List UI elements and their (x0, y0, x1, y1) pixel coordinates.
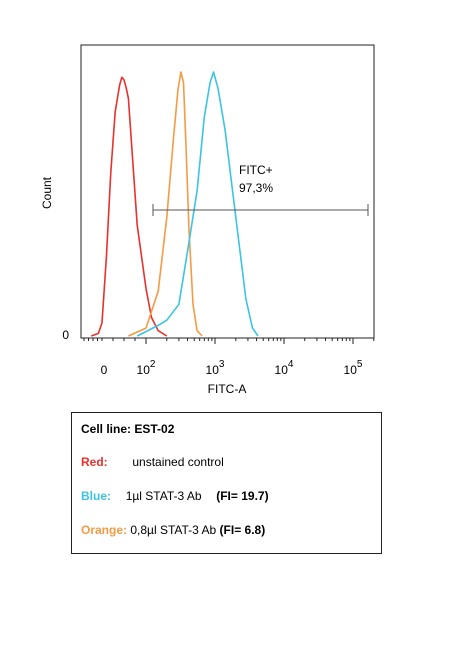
legend-orange-desc: 0,8µl STAT-3 Ab (130, 523, 217, 537)
y-axis-label: Count (40, 176, 54, 209)
y-zero-label: 0 (62, 328, 69, 342)
legend-red-desc: unstained control (132, 455, 224, 469)
legend-orange-key: Orange: (81, 523, 128, 537)
x-tick-labels: 0 102 103 104 105 (101, 359, 363, 377)
gate-label: FITC+ (239, 163, 273, 177)
legend-red-key: Red: (81, 455, 108, 469)
legend-cell-line: Cell line: EST-02 (81, 422, 175, 436)
gate-percent: 97,3% (239, 181, 273, 195)
plot-frame (80, 44, 375, 339)
series-layer (90, 71, 259, 337)
legend-blue-fi: (FI= 19.7) (216, 489, 269, 503)
legend-blue-row: Blue: 1µl STAT-3 Ab (FI= 19.7) (81, 489, 269, 503)
x-tick-label: 105 (344, 359, 363, 377)
legend-blue-desc: 1µl STAT-3 Ab (125, 489, 202, 503)
gate: FITC+ 97,3% (152, 163, 369, 216)
series-line-1 (128, 71, 203, 337)
series-line-0 (90, 76, 168, 337)
series-line-2 (136, 71, 259, 337)
x-tick-label: 104 (275, 359, 294, 377)
histogram-chart: FITC+ 97,3% Count 0 0 102 103 104 105 FITC-A (40, 44, 375, 396)
x-tick-label: 0 (101, 363, 108, 377)
x-tick-label: 102 (137, 359, 156, 377)
legend-blue-key: Blue: (81, 489, 111, 503)
x-tick-label: 103 (206, 359, 225, 377)
legend-red-row: Red: unstained control (81, 455, 224, 469)
legend-orange-fi: (FI= 6.8) (219, 523, 266, 537)
x-axis-label: FITC-A (208, 382, 247, 396)
x-axis-ticks (83, 338, 375, 344)
legend-box: Cell line: EST-02 Red: unstained control… (71, 412, 382, 554)
legend-orange-row: Orange: 0,8µl STAT-3 Ab (FI= 6.8) (81, 523, 265, 537)
